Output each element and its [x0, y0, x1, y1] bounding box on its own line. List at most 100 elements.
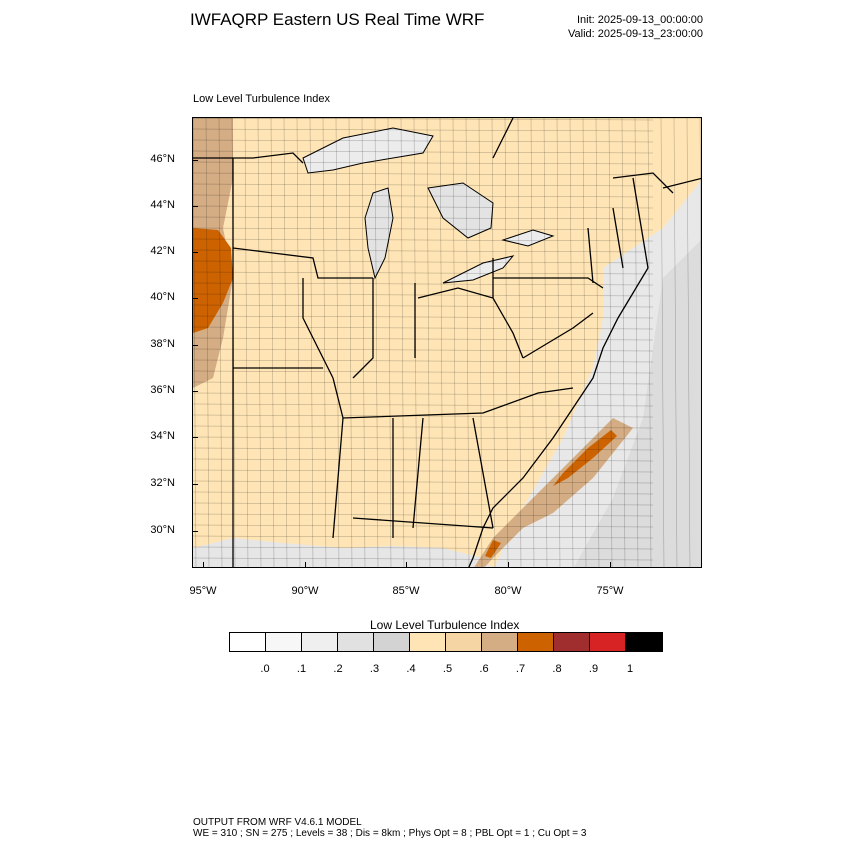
county-line: [193, 535, 654, 539]
lat-label: 38°N: [150, 338, 175, 350]
colorbar-swatch: [590, 633, 626, 651]
canada-border: [193, 118, 674, 194]
colorbar-swatch: [230, 633, 266, 651]
county-line: [387, 118, 392, 567]
colorbar: [229, 632, 663, 652]
county-line: [270, 118, 275, 567]
colorbar-label: .6: [479, 663, 489, 675]
county-line: [193, 348, 654, 352]
county-line: [452, 118, 457, 567]
colorbar-swatch: [554, 633, 590, 651]
county-line: [296, 118, 301, 567]
county-line: [660, 118, 665, 567]
lake-huron: [427, 182, 494, 239]
county-line: [193, 403, 654, 407]
colorbar-swatch: [446, 633, 482, 651]
lat-label: 32°N: [150, 477, 175, 489]
county-line: [556, 118, 561, 567]
lon-label: 85°W: [392, 585, 420, 597]
county-line: [426, 118, 431, 567]
lat-tick: [192, 531, 198, 532]
lake-erie: [442, 255, 515, 284]
county-line: [543, 118, 548, 567]
footer-model-line: OUTPUT FROM WRF V4.6.1 MODEL: [193, 817, 362, 828]
colorbar-swatch: [410, 633, 446, 651]
county-line: [569, 118, 574, 567]
colorbar-swatch: [626, 633, 662, 651]
county-line: [193, 216, 654, 220]
lon-tick: [203, 562, 204, 568]
county-line: [193, 425, 654, 429]
county-line: [193, 392, 654, 396]
county-line: [193, 557, 654, 561]
county-line: [400, 118, 405, 567]
county-line: [193, 513, 654, 517]
county-line: [374, 118, 379, 567]
lat-tick: [192, 298, 198, 299]
init-valid-times: Init: 2025-09-13_00:00:00 Valid: 2025-09…: [540, 13, 703, 41]
county-line: [193, 524, 654, 528]
lon-tick: [610, 562, 611, 568]
lon-tick: [508, 562, 509, 568]
county-line: [193, 128, 654, 132]
colorbar-label: 1: [626, 663, 634, 675]
colorbar-swatch: [518, 633, 554, 651]
lat-label: 44°N: [150, 199, 175, 211]
county-line: [193, 293, 654, 297]
county-line: [309, 118, 314, 567]
panel-label: Low Level Turbulence Index: [193, 93, 330, 105]
county-line: [595, 118, 600, 567]
colorbar-label: .1: [296, 663, 307, 675]
colorbar-swatch: [374, 633, 410, 651]
county-line: [244, 118, 249, 567]
county-line: [193, 337, 654, 341]
county-line: [193, 282, 654, 286]
county-line: [439, 118, 444, 567]
lat-tick: [192, 391, 198, 392]
map-plot: [193, 118, 701, 567]
colorbar-label: .0: [260, 663, 270, 675]
county-line: [193, 370, 654, 374]
lon-label: 75°W: [596, 585, 624, 597]
offshore-field: [574, 240, 701, 567]
valid-time: Valid: 2025-09-13_23:00:00: [568, 28, 703, 40]
county-line: [478, 118, 483, 567]
county-line: [193, 381, 654, 385]
carolina-high: [553, 430, 617, 486]
colorbar-label: .2: [333, 663, 343, 675]
county-line: [257, 118, 262, 567]
county-line: [348, 118, 353, 567]
lon-tick: [406, 562, 407, 568]
county-line: [193, 227, 654, 231]
colorbar-swatch: [266, 633, 302, 651]
county-line: [193, 118, 654, 121]
lake-ontario: [501, 229, 555, 247]
county-grid: [193, 118, 701, 567]
county-line: [193, 139, 654, 143]
county-line: [193, 546, 654, 550]
state-borders: [232, 158, 649, 567]
county-line: [673, 118, 678, 567]
lat-tick: [192, 437, 198, 438]
lon-tick: [305, 562, 306, 568]
lon-label: 80°W: [494, 585, 522, 597]
county-line: [193, 502, 654, 506]
county-line: [582, 118, 587, 567]
county-line: [465, 118, 470, 567]
county-line: [193, 161, 654, 165]
colorbar-swatch: [338, 633, 374, 651]
lat-label: 30°N: [150, 524, 175, 536]
lake-superior: [302, 127, 434, 174]
county-line: [699, 118, 701, 295]
map-title: IWFAQRP Eastern US Real Time WRF: [190, 10, 485, 29]
county-line: [193, 238, 654, 242]
colorbar-swatch: [302, 633, 338, 651]
county-line: [193, 271, 654, 275]
county-line: [193, 491, 654, 495]
colorbar-label: .7: [515, 663, 526, 675]
lon-label: 95°W: [189, 585, 217, 597]
county-line: [193, 480, 654, 484]
county-line: [647, 118, 652, 567]
county-line: [193, 436, 654, 440]
county-line: [335, 118, 340, 567]
